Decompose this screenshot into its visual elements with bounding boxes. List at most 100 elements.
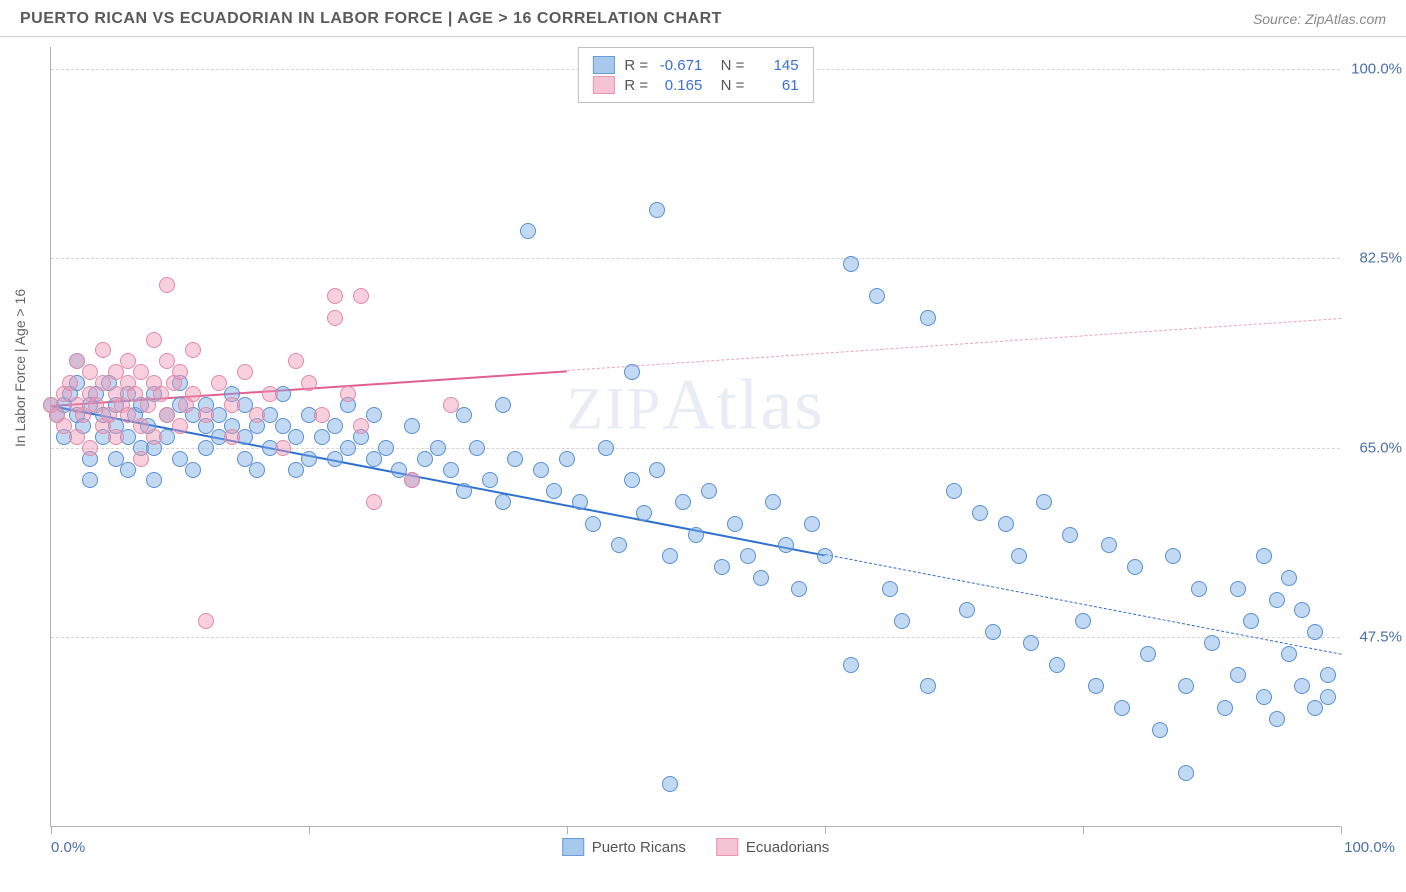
data-point [727, 516, 743, 532]
data-point [998, 516, 1014, 532]
y-tick-label: 65.0% [1344, 439, 1402, 456]
data-point [404, 418, 420, 434]
data-point [1075, 613, 1091, 629]
data-point [211, 375, 227, 391]
data-point [1191, 581, 1207, 597]
data-point [404, 472, 420, 488]
data-point [1011, 548, 1027, 564]
data-point [495, 397, 511, 413]
data-point [62, 375, 78, 391]
data-point [1152, 722, 1168, 738]
chart-header: PUERTO RICAN VS ECUADORIAN IN LABOR FORC… [0, 0, 1406, 37]
data-point [1178, 678, 1194, 694]
data-point [340, 386, 356, 402]
data-point [649, 202, 665, 218]
gridline [51, 637, 1340, 638]
x-axis-max-label: 100.0% [1344, 839, 1395, 856]
data-point [153, 386, 169, 402]
x-tick [51, 826, 52, 834]
data-point [120, 462, 136, 478]
plot-region: ZIPAtlas 47.5%65.0%82.5%100.0%0.0%100.0%… [50, 47, 1340, 827]
data-point [972, 505, 988, 521]
data-point [249, 462, 265, 478]
data-point [288, 429, 304, 445]
data-point [366, 451, 382, 467]
data-point [1049, 657, 1065, 673]
data-point [675, 494, 691, 510]
data-point [1320, 667, 1336, 683]
data-point [327, 310, 343, 326]
data-point [1320, 689, 1336, 705]
data-point [894, 613, 910, 629]
r-value: R = -0.671 [624, 57, 702, 74]
data-point [920, 678, 936, 694]
data-point [456, 483, 472, 499]
data-point [1256, 689, 1272, 705]
data-point [108, 429, 124, 445]
series-legend: Puerto Ricans Ecuadorians [562, 838, 830, 856]
data-point [1281, 570, 1297, 586]
data-point [959, 602, 975, 618]
data-point [1127, 559, 1143, 575]
x-axis-min-label: 0.0% [51, 839, 85, 856]
data-point [843, 657, 859, 673]
series-legend-item: Puerto Ricans [562, 838, 686, 856]
data-point [140, 397, 156, 413]
data-point [327, 418, 343, 434]
data-point [101, 407, 117, 423]
n-value: N = 61 [712, 77, 798, 94]
data-point [1269, 711, 1285, 727]
legend-label: Puerto Ricans [592, 839, 686, 856]
correlation-legend-row: R = 0.165 N = 61 [592, 76, 798, 94]
legend-label: Ecuadorians [746, 839, 829, 856]
data-point [185, 462, 201, 478]
data-point [262, 386, 278, 402]
chart-title: PUERTO RICAN VS ECUADORIAN IN LABOR FORC… [20, 10, 722, 28]
data-point [1101, 537, 1117, 553]
data-point [1243, 613, 1259, 629]
x-tick [309, 826, 310, 834]
data-point [82, 472, 98, 488]
data-point [546, 483, 562, 499]
data-point [133, 451, 149, 467]
data-point [1140, 646, 1156, 662]
data-point [198, 613, 214, 629]
data-point [1023, 635, 1039, 651]
data-point [624, 364, 640, 380]
data-point [224, 397, 240, 413]
data-point [804, 516, 820, 532]
y-axis-title: In Labor Force | Age > 16 [12, 289, 28, 447]
chart-area: In Labor Force | Age > 16 ZIPAtlas 47.5%… [0, 37, 1406, 857]
data-point [443, 397, 459, 413]
data-point [1165, 548, 1181, 564]
y-tick-label: 47.5% [1344, 629, 1402, 646]
data-point [869, 288, 885, 304]
n-value: N = 145 [712, 57, 798, 74]
data-point [520, 223, 536, 239]
legend-swatch [716, 838, 738, 856]
correlation-legend-row: R = -0.671 N = 145 [592, 56, 798, 74]
data-point [288, 353, 304, 369]
data-point [172, 418, 188, 434]
gridline [51, 258, 1340, 259]
data-point [985, 624, 1001, 640]
data-point [185, 342, 201, 358]
data-point [701, 483, 717, 499]
data-point [817, 548, 833, 564]
gridline [51, 448, 1340, 449]
data-point [1230, 581, 1246, 597]
data-point [237, 364, 253, 380]
data-point [314, 429, 330, 445]
data-point [378, 440, 394, 456]
data-point [301, 451, 317, 467]
y-tick-label: 100.0% [1344, 60, 1402, 77]
data-point [95, 342, 111, 358]
data-point [1204, 635, 1220, 651]
data-point [1178, 765, 1194, 781]
data-point [443, 462, 459, 478]
data-point [327, 451, 343, 467]
data-point [533, 462, 549, 478]
data-point [662, 776, 678, 792]
legend-swatch [592, 56, 614, 74]
data-point [1281, 646, 1297, 662]
